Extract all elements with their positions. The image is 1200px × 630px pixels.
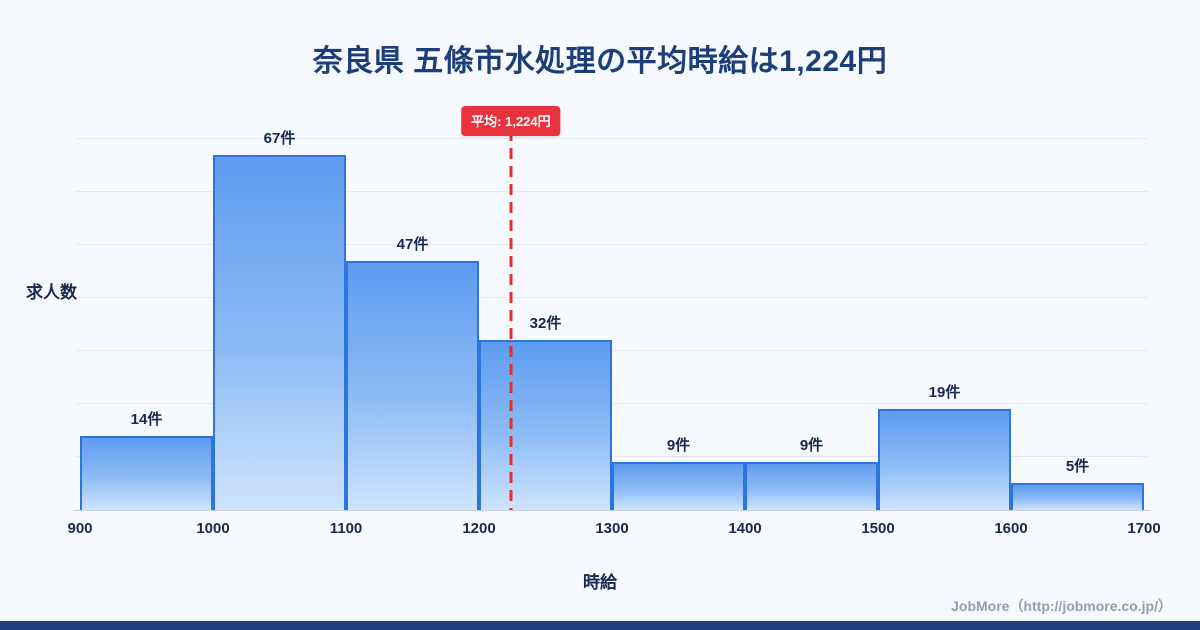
gridline <box>76 137 1148 139</box>
bottom-accent-strip <box>0 621 1200 630</box>
bar-value-label: 9件 <box>799 437 824 455</box>
bar-value-label: 14件 <box>130 410 163 428</box>
average-badge: 平均: 1,224円 <box>461 106 561 136</box>
histogram-bar <box>612 462 745 510</box>
average-badge-label: 平均: 1,224円 <box>471 114 551 129</box>
gridline <box>76 402 1148 404</box>
gridline <box>76 296 1148 298</box>
x-tick-label: 1600 <box>994 520 1028 537</box>
x-tick-label: 1200 <box>462 520 496 537</box>
footer-credit: JobMore（http://jobmore.co.jp/） <box>951 598 1172 614</box>
histogram-bar <box>745 462 878 510</box>
x-tick-label: 1300 <box>595 520 629 537</box>
x-tick-label: 1100 <box>329 520 363 537</box>
bar-value-label: 47件 <box>396 235 429 253</box>
x-axis-label: 時給 <box>583 573 617 592</box>
x-tick-label: 900 <box>67 520 93 537</box>
x-tick-label: 1700 <box>1127 520 1161 537</box>
y-axis-label: 求人数 <box>26 283 77 302</box>
gridline <box>76 190 1148 192</box>
x-tick-label: 1400 <box>728 520 762 537</box>
histogram-bar <box>1011 483 1144 510</box>
histogram-bar <box>213 154 346 510</box>
x-axis-line <box>74 510 1150 511</box>
histogram-bar <box>479 340 612 510</box>
gridline <box>76 243 1148 245</box>
chart-title: 奈良県 五條市水処理の平均時給は1,224円 <box>312 45 888 78</box>
average-line <box>509 130 513 510</box>
histogram-bar <box>878 409 1011 510</box>
x-tick-label: 1000 <box>196 520 230 537</box>
histogram-bar <box>80 435 213 510</box>
gridline <box>76 349 1148 351</box>
histogram-bar <box>346 260 479 510</box>
bar-value-label: 32件 <box>529 315 562 333</box>
x-tick-label: 1500 <box>861 520 895 537</box>
gridline <box>76 455 1148 457</box>
bar-value-label: 9件 <box>666 437 691 455</box>
plot-area: 14件 67件 47件 32件 9件 9件 19件 5件 <box>74 128 1150 511</box>
bar-value-label: 67件 <box>263 129 296 147</box>
bar-value-label: 19件 <box>928 384 961 402</box>
bar-value-label: 5件 <box>1065 458 1090 476</box>
